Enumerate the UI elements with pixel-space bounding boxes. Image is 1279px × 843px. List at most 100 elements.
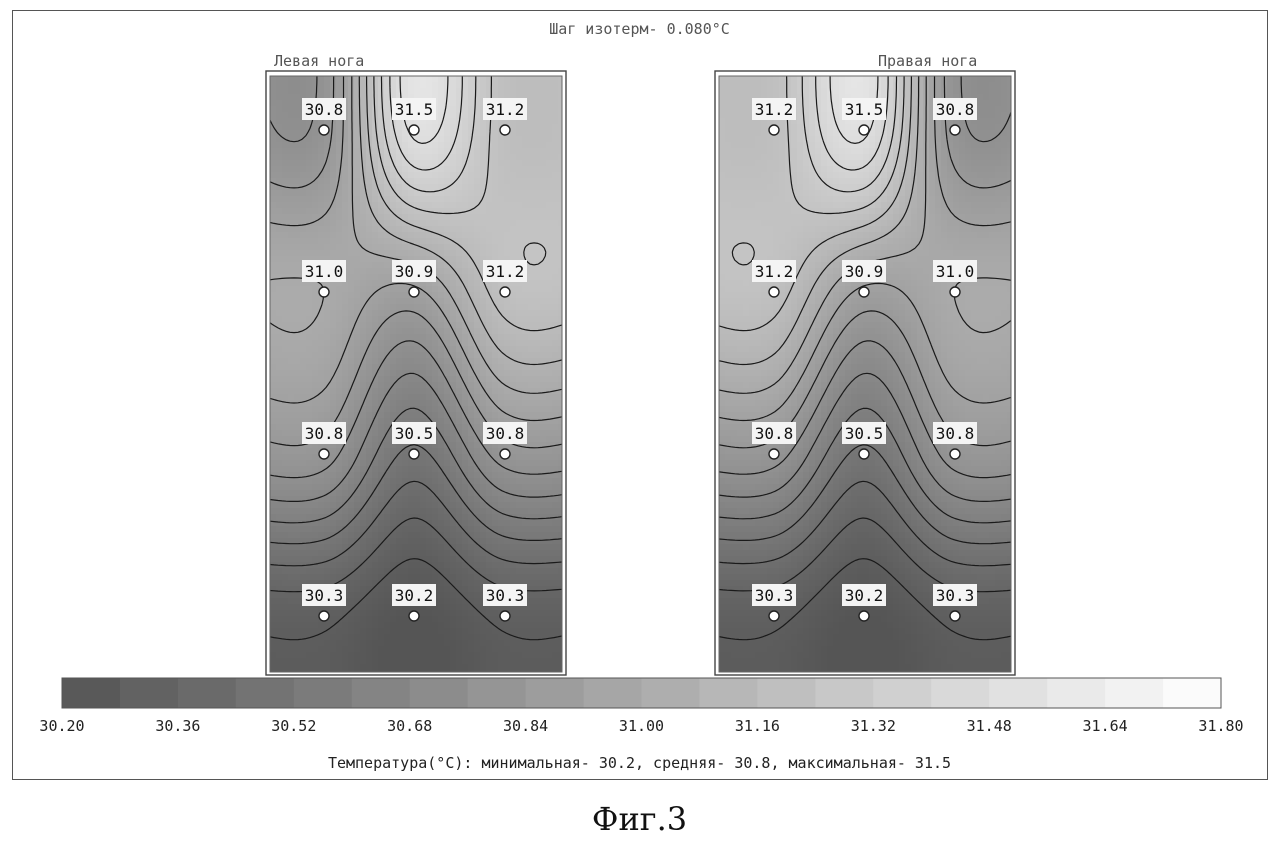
field-cell <box>432 448 439 455</box>
field-cell <box>390 658 397 665</box>
field-cell <box>504 226 511 233</box>
field-cell <box>540 190 547 197</box>
field-cell <box>534 112 541 119</box>
field-cell <box>504 88 511 95</box>
field-cell <box>360 490 367 497</box>
field-cell <box>462 580 469 587</box>
field-cell <box>414 508 421 515</box>
field-cell <box>396 640 403 647</box>
field-cell <box>306 406 313 413</box>
field-cell <box>516 622 523 629</box>
field-cell <box>300 124 307 131</box>
field-cell <box>300 544 307 551</box>
field-cell <box>324 178 331 185</box>
field-cell <box>486 208 493 215</box>
field-cell <box>522 376 529 383</box>
field-cell <box>312 286 319 293</box>
field-cell <box>456 472 463 479</box>
field-cell <box>402 400 409 407</box>
field-cell <box>534 532 541 539</box>
field-cell <box>414 400 421 407</box>
field-cell <box>432 196 439 203</box>
field-cell <box>384 442 391 449</box>
field-cell <box>360 160 367 167</box>
field-cell <box>558 304 565 311</box>
field-cell <box>330 316 337 323</box>
reading-label: 30.3 <box>305 586 344 605</box>
field-cell <box>318 532 325 539</box>
field-cell <box>540 394 547 401</box>
field-cell <box>312 226 319 233</box>
field-cell <box>396 574 403 581</box>
field-cell <box>438 664 445 671</box>
field-cell <box>492 82 499 89</box>
field-cell <box>528 424 535 431</box>
field-cell <box>480 232 487 239</box>
field-cell <box>324 238 331 245</box>
reading-label: 30.8 <box>305 424 344 443</box>
field-cell <box>366 616 373 623</box>
field-cell <box>378 592 385 599</box>
field-cell <box>378 628 385 635</box>
field-cell <box>360 232 367 239</box>
field-cell <box>396 76 403 83</box>
field-cell <box>318 370 325 377</box>
field-cell <box>516 82 523 89</box>
field-cell <box>384 556 391 563</box>
field-cell <box>348 310 355 317</box>
field-cell <box>312 406 319 413</box>
field-cell <box>294 208 301 215</box>
field-cell <box>324 472 331 479</box>
field-cell <box>294 250 301 257</box>
field-cell <box>534 130 541 137</box>
field-cell <box>318 334 325 341</box>
field-cell <box>276 124 283 131</box>
field-cell <box>330 664 337 671</box>
field-cell <box>348 556 355 563</box>
field-cell <box>456 220 463 227</box>
field-cell <box>384 370 391 377</box>
field-cell <box>426 184 433 191</box>
field-cell <box>336 286 343 293</box>
field-cell <box>510 400 517 407</box>
field-cell <box>510 628 517 635</box>
field-cell <box>330 358 337 365</box>
field-cell <box>414 490 421 497</box>
field-cell <box>372 424 379 431</box>
field-cell <box>318 220 325 227</box>
field-cell <box>540 406 547 413</box>
field-cell <box>480 616 487 623</box>
field-cell <box>342 652 349 659</box>
field-cell <box>408 208 415 215</box>
field-cell <box>462 256 469 263</box>
field-cell <box>504 346 511 353</box>
field-cell <box>294 244 301 251</box>
field-cell <box>462 94 469 101</box>
field-cell <box>270 502 277 509</box>
field-cell <box>504 544 511 551</box>
field-cell <box>546 454 553 461</box>
field-cell <box>354 616 361 623</box>
field-cell <box>438 580 445 587</box>
field-cell <box>354 142 361 149</box>
field-cell <box>456 388 463 395</box>
field-cell <box>384 526 391 533</box>
field-cell <box>372 244 379 251</box>
field-cell <box>342 484 349 491</box>
field-cell <box>558 76 565 83</box>
field-cell <box>414 364 421 371</box>
field-cell <box>378 334 385 341</box>
field-cell <box>522 202 529 209</box>
field-cell <box>438 346 445 353</box>
field-cell <box>360 376 367 383</box>
field-cell <box>444 646 451 653</box>
field-cell <box>420 652 427 659</box>
field-cell <box>522 148 529 155</box>
field-cell <box>498 148 505 155</box>
field-cell <box>552 238 559 245</box>
field-cell <box>282 598 289 605</box>
field-cell <box>468 100 475 107</box>
field-cell <box>492 412 499 419</box>
field-cell <box>270 262 277 269</box>
field-cell <box>282 502 289 509</box>
